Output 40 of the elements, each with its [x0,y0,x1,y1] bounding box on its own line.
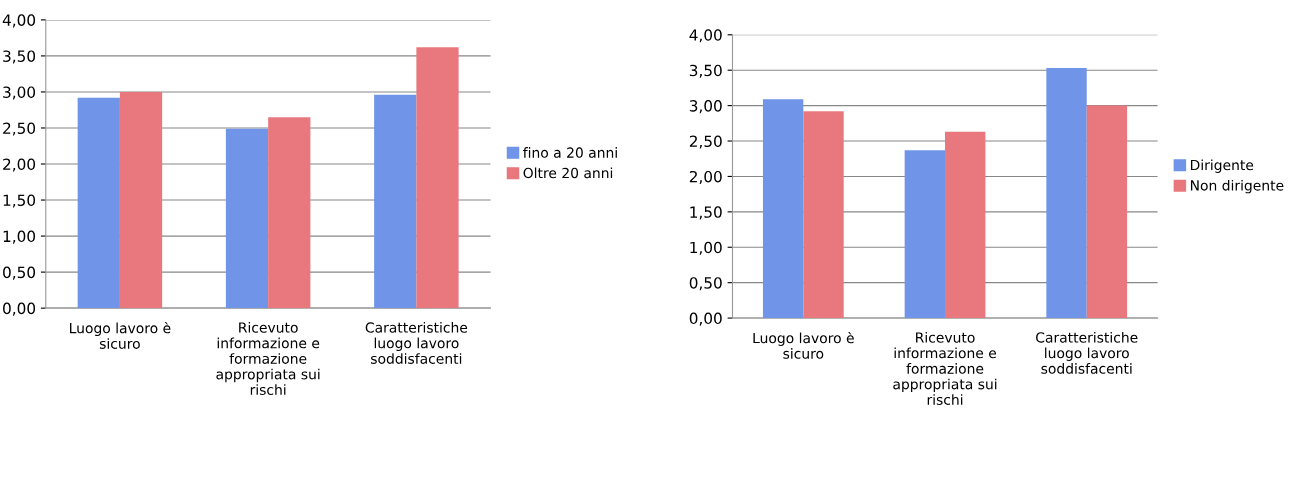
bar [374,94,417,309]
y-tick-label: 0,00 [689,312,722,326]
y-tick-label: 1,50 [690,206,722,220]
bar [904,150,946,319]
y-tick-label: 1,50 [3,194,36,208]
y-tick-label: 3,00 [689,100,722,114]
bar [77,97,120,309]
y-tick-label: 2,00 [3,158,36,172]
x-tick-label: Ricevuto informazione e formazione appropriata sui rischi [893,331,997,405]
legend-label: Oltre 20 anni [523,167,613,179]
x-tick-label: Luogo lavoro è sicuro [753,331,854,359]
y-tick-label: 4,00 [2,14,36,28]
y-tick-label: 2,00 [689,170,722,185]
bar [762,99,804,319]
bar [416,47,459,309]
bar [1086,105,1128,319]
x-tick-label: Caratteristiche luogo lavoro soddisfacenti [365,322,468,364]
y-tick-label: 0,50 [3,266,36,280]
y-tick-label: 1,00 [3,230,36,244]
y-tick-label: 3,50 [3,50,36,64]
legend-label: Dirigente [1190,159,1254,173]
x-tick-label: Luogo lavoro è sicuro [70,322,171,349]
bar [268,117,311,309]
y-tick-label: 3,00 [3,86,36,100]
y-tick-label: 0,00 [3,302,36,316]
x-tick-label: Caratteristiche luogo lavoro soddisfacenti [1036,331,1138,374]
y-tick-label: 3,50 [689,64,722,78]
legend-label: fino a 20 anni [523,147,617,158]
y-tick-label: 4,00 [689,29,722,43]
legend-label: Non dirigente [1190,179,1284,194]
bar [119,91,163,309]
bar [1046,68,1087,319]
bar [803,111,844,319]
x-tick-label: Ricevuto informazione e formazione appropriata sui rischi [216,322,320,395]
y-tick-label: 0,50 [689,277,722,291]
y-tick-label: 2,50 [3,122,36,136]
bar [945,131,986,319]
y-tick-label: 1,00 [690,241,722,255]
y-tick-label: 2,50 [689,135,722,149]
bar [225,128,269,309]
